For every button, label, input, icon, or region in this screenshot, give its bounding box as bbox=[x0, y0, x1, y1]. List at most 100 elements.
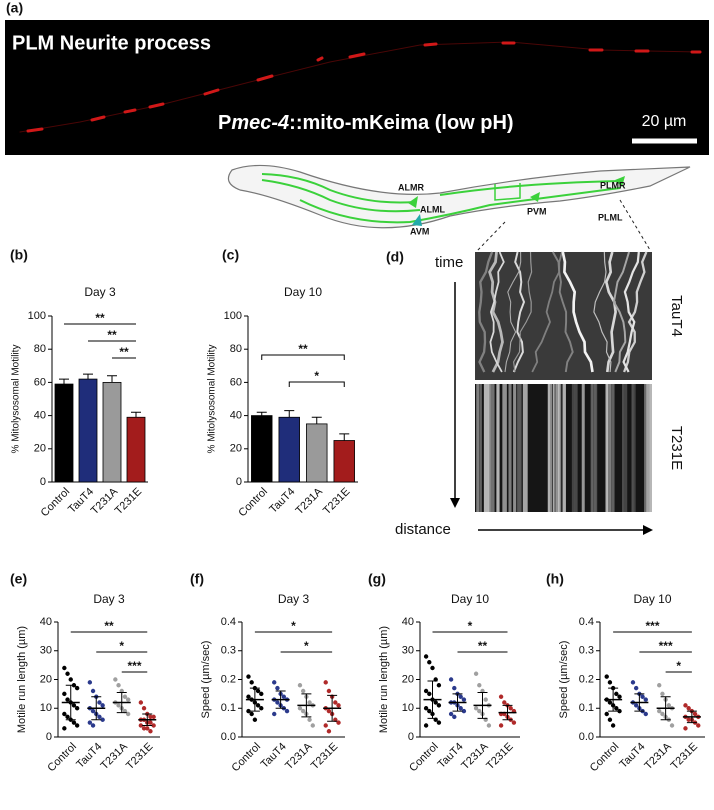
bar bbox=[54, 383, 74, 483]
data-point bbox=[473, 706, 479, 711]
data-point bbox=[90, 708, 96, 714]
data-point bbox=[87, 720, 93, 725]
kymo-stripe bbox=[522, 384, 528, 512]
data-point bbox=[617, 694, 622, 699]
data-point bbox=[138, 700, 144, 705]
neuron-label: ALMR bbox=[398, 182, 424, 192]
data-point bbox=[643, 697, 648, 702]
kymo-stripe bbox=[611, 384, 615, 512]
data-point bbox=[427, 660, 432, 665]
error-bar bbox=[65, 684, 76, 721]
data-point bbox=[427, 708, 432, 714]
label-part: P bbox=[218, 112, 231, 134]
data-point bbox=[666, 703, 672, 708]
bar bbox=[251, 415, 273, 483]
kymo-track bbox=[488, 251, 504, 373]
data-point bbox=[246, 674, 251, 679]
y-tick-label: 0 bbox=[40, 476, 46, 488]
data-point bbox=[486, 723, 492, 728]
axis-label: distance bbox=[395, 521, 451, 538]
axis-label: time bbox=[435, 254, 463, 271]
error-bar bbox=[116, 691, 127, 714]
y-tick-label: 30 bbox=[402, 645, 414, 657]
chart-title: Day 3 bbox=[93, 592, 125, 606]
chart-title: Day 10 bbox=[633, 592, 671, 606]
row-label: TauT4 bbox=[668, 295, 685, 337]
y-tick-label: 60 bbox=[230, 376, 242, 388]
y-axis-label: Speed (µm/sec) bbox=[558, 641, 570, 719]
data-point bbox=[65, 671, 70, 676]
y-tick-label: 40 bbox=[34, 410, 46, 422]
micrograph-title: PLM Neurite process bbox=[12, 32, 211, 54]
chart-title: Day 10 bbox=[451, 592, 489, 606]
kymo-track bbox=[593, 251, 612, 373]
error-bar bbox=[91, 696, 102, 721]
kymo-stripe bbox=[489, 384, 495, 512]
data-point bbox=[249, 680, 254, 685]
data-point bbox=[669, 723, 675, 728]
significance-label: *** bbox=[127, 659, 141, 673]
data-point bbox=[275, 700, 280, 705]
data-point bbox=[281, 694, 287, 699]
y-tick-label: 0.4 bbox=[221, 616, 236, 628]
micrograph-label: Pmec-4::mito-mKeima (low pH) bbox=[218, 112, 514, 134]
data-point bbox=[246, 694, 251, 699]
data-point bbox=[116, 703, 121, 708]
y-tick-label: 0.4 bbox=[579, 616, 594, 628]
panel-label: (f) bbox=[190, 571, 204, 587]
bar bbox=[78, 378, 98, 483]
data-point bbox=[336, 720, 341, 725]
kymo-stripe bbox=[633, 384, 636, 512]
data-point bbox=[448, 711, 454, 717]
data-point bbox=[68, 677, 73, 682]
neuron-label: AVM bbox=[410, 226, 429, 236]
data-point bbox=[62, 711, 67, 717]
y-axis-label: % Mitolysosomal Motility bbox=[207, 345, 218, 454]
error-bar bbox=[107, 375, 117, 383]
data-point bbox=[100, 703, 105, 708]
data-point bbox=[433, 700, 438, 705]
kymo-stripe bbox=[562, 384, 566, 512]
panel-label: (b) bbox=[10, 247, 28, 263]
kymo-stripe bbox=[479, 384, 482, 512]
data-point bbox=[284, 708, 290, 714]
data-point bbox=[423, 654, 429, 659]
data-point bbox=[458, 694, 463, 699]
significance-label: * bbox=[314, 369, 319, 383]
data-point bbox=[692, 711, 698, 717]
data-point bbox=[607, 717, 613, 722]
data-point bbox=[125, 711, 131, 717]
data-point bbox=[423, 723, 429, 728]
data-point bbox=[683, 703, 688, 708]
data-point bbox=[607, 700, 613, 705]
y-tick-label: 0.0 bbox=[221, 731, 236, 743]
chart-title: Day 3 bbox=[278, 592, 310, 606]
panel-label: (c) bbox=[222, 247, 239, 263]
kymo-stripe bbox=[489, 384, 491, 512]
data-point bbox=[255, 703, 261, 708]
kymo-stripe bbox=[483, 384, 490, 512]
mito-signal bbox=[19, 41, 702, 133]
neuron-label: PLML bbox=[598, 212, 623, 222]
error-bar bbox=[427, 680, 438, 719]
data-point bbox=[326, 729, 332, 734]
data-point bbox=[297, 683, 303, 688]
y-axis-label: Motile run length (µm) bbox=[16, 626, 28, 733]
y-tick-label: 30 bbox=[40, 645, 52, 657]
error-bar bbox=[275, 690, 286, 709]
kymo-stripe bbox=[591, 384, 598, 512]
error-bar bbox=[660, 696, 671, 721]
data-point bbox=[62, 726, 67, 731]
y-tick-label: 0 bbox=[46, 731, 52, 743]
data-point bbox=[275, 685, 280, 691]
data-point bbox=[657, 708, 662, 714]
data-point bbox=[122, 694, 128, 699]
panel-label: (h) bbox=[546, 571, 564, 587]
kymo-stripe bbox=[508, 384, 512, 512]
data-point bbox=[141, 706, 147, 711]
data-point bbox=[643, 711, 648, 717]
kymo-track bbox=[604, 251, 617, 373]
scale-label: 20 µm bbox=[642, 113, 687, 130]
error-bar bbox=[452, 693, 463, 712]
